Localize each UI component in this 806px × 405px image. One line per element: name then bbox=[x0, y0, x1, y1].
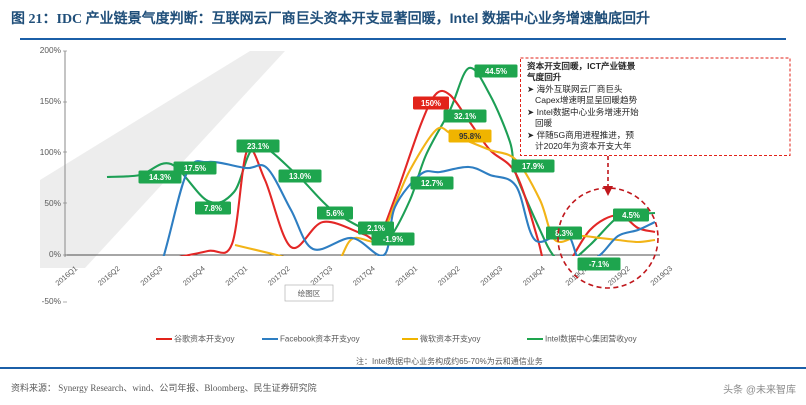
svg-text:-1.9%: -1.9% bbox=[383, 235, 403, 244]
svg-text:2018Q2: 2018Q2 bbox=[436, 264, 462, 288]
svg-text:2017Q2: 2017Q2 bbox=[266, 264, 292, 288]
svg-text:2018Q1: 2018Q1 bbox=[394, 264, 420, 288]
svg-text:12.7%: 12.7% bbox=[421, 179, 443, 188]
svg-text:150%: 150% bbox=[40, 96, 62, 106]
svg-text:200%: 200% bbox=[40, 45, 62, 55]
svg-text:微软资本开支yoy: 微软资本开支yoy bbox=[420, 334, 480, 344]
svg-text:2018Q3: 2018Q3 bbox=[479, 264, 505, 288]
svg-text:回暖: 回暖 bbox=[535, 118, 553, 128]
svg-text:2016Q4: 2016Q4 bbox=[181, 264, 207, 288]
svg-text:7.8%: 7.8% bbox=[204, 204, 222, 213]
svg-text:气度回升: 气度回升 bbox=[526, 71, 562, 82]
svg-text:13.0%: 13.0% bbox=[289, 172, 311, 181]
svg-text:0%: 0% bbox=[49, 249, 62, 259]
svg-text:44.5%: 44.5% bbox=[485, 67, 507, 76]
svg-text:32.1%: 32.1% bbox=[454, 112, 476, 121]
svg-text:100%: 100% bbox=[40, 147, 62, 157]
svg-text:17.5%: 17.5% bbox=[184, 164, 206, 173]
svg-text:2017Q4: 2017Q4 bbox=[351, 264, 377, 288]
svg-text:2016Q3: 2016Q3 bbox=[139, 264, 165, 288]
svg-text:95.8%: 95.8% bbox=[459, 132, 481, 141]
svg-text:谷歌资本开支yoy: 谷歌资本开支yoy bbox=[174, 334, 234, 344]
svg-text:4.5%: 4.5% bbox=[622, 211, 640, 220]
svg-text:绘图区: 绘图区 bbox=[298, 288, 321, 298]
svg-text:Intel数据中心集团营收yoy: Intel数据中心集团营收yoy bbox=[545, 334, 637, 344]
svg-text:2017Q1: 2017Q1 bbox=[224, 264, 250, 288]
svg-text:计2020年为资本开支大年: 计2020年为资本开支大年 bbox=[535, 140, 632, 151]
svg-text:17.9%: 17.9% bbox=[522, 162, 544, 171]
svg-text:2018Q4: 2018Q4 bbox=[521, 264, 547, 288]
svg-text:➤ 伴随5G商用进程推进，预: ➤ 伴随5G商用进程推进，预 bbox=[527, 129, 634, 140]
svg-text:➤ Intel数据中心业务增速开始: ➤ Intel数据中心业务增速开始 bbox=[527, 106, 639, 117]
svg-text:Facebook资本开支yoy: Facebook资本开支yoy bbox=[280, 334, 360, 344]
svg-text:14.3%: 14.3% bbox=[149, 173, 171, 182]
svg-text:-7.1%: -7.1% bbox=[589, 260, 609, 269]
svg-text:Capex增速明显呈回暖趋势: Capex增速明显呈回暖趋势 bbox=[535, 94, 638, 105]
svg-text:2.1%: 2.1% bbox=[367, 224, 385, 233]
svg-text:23.1%: 23.1% bbox=[247, 142, 269, 151]
svg-text:资本开支回暖，ICT产业链景: 资本开支回暖，ICT产业链景 bbox=[527, 60, 636, 71]
svg-text:2017Q3: 2017Q3 bbox=[309, 264, 335, 288]
svg-text:2019Q3: 2019Q3 bbox=[649, 264, 675, 288]
svg-text:2016Q2: 2016Q2 bbox=[96, 264, 122, 288]
svg-text:-50%: -50% bbox=[42, 296, 62, 306]
svg-text:➤ 海外互联网云厂商巨头: ➤ 海外互联网云厂商巨头 bbox=[527, 83, 623, 94]
svg-text:150%: 150% bbox=[421, 99, 441, 108]
svg-text:50%: 50% bbox=[44, 198, 61, 208]
svg-text:5.6%: 5.6% bbox=[326, 209, 344, 218]
